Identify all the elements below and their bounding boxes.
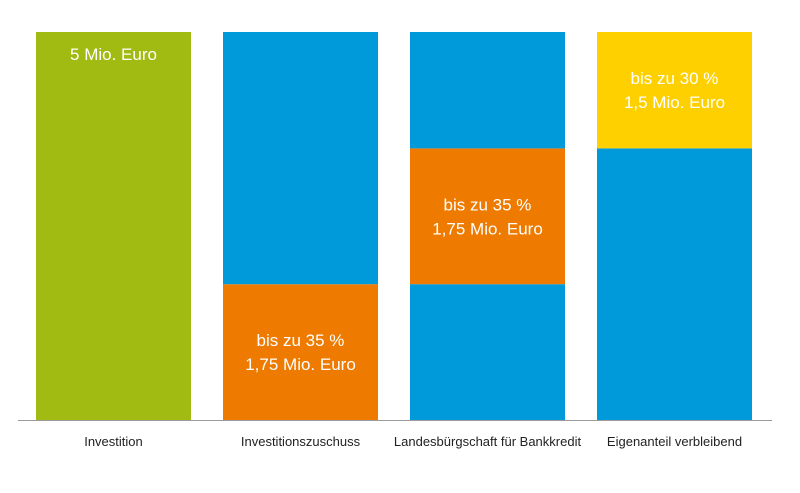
category-label: Eigenanteil verbleibend bbox=[607, 434, 742, 449]
bar-segment bbox=[223, 284, 378, 420]
bar-segment bbox=[410, 32, 565, 149]
data-label: 1,5 Mio. Euro bbox=[624, 93, 725, 112]
bar-segment bbox=[410, 148, 565, 285]
data-label: bis zu 35 % bbox=[444, 195, 532, 214]
category-label: Investitionszuschuss bbox=[241, 434, 361, 449]
bar-segment bbox=[597, 148, 752, 420]
category-label: Investition bbox=[84, 434, 143, 449]
category-label: Landesbürgschaft für Bankkredit bbox=[394, 434, 582, 449]
data-label: 1,75 Mio. Euro bbox=[245, 355, 356, 374]
data-label: 1,75 Mio. Euro bbox=[432, 219, 543, 238]
bar-segment bbox=[223, 32, 378, 285]
bar-segment bbox=[36, 32, 191, 420]
bar-segment bbox=[410, 284, 565, 420]
bar-segment bbox=[597, 32, 752, 149]
bars-group: 5 Mio. Euro bis zu 35 % 1,75 Mio. Euro bis … bbox=[36, 32, 752, 420]
data-label: bis zu 35 % bbox=[257, 331, 345, 350]
data-label: 5 Mio. Euro bbox=[70, 45, 157, 64]
data-label: bis zu 30 % bbox=[631, 69, 719, 88]
category-labels: Investition Investitionszuschuss Landesbür… bbox=[84, 434, 742, 449]
